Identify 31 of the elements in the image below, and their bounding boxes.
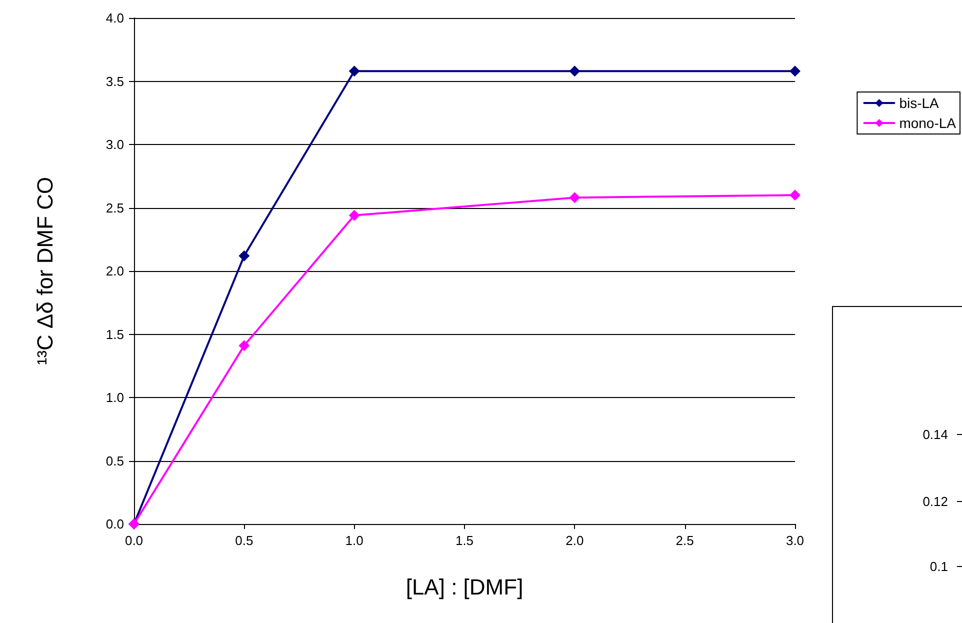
y-tick-label: 1.0 (106, 390, 124, 405)
y-tick-label: 1.5 (106, 326, 124, 342)
point (238, 340, 250, 352)
y-tick-label: 2.5 (106, 200, 124, 216)
legend-label: bis-LA (899, 95, 940, 111)
y-tick-label: 0.0 (106, 516, 124, 532)
x-tick-label: 1.5 (455, 533, 474, 548)
point (569, 66, 580, 77)
x-tick-label: 0.0 (124, 533, 144, 548)
x-tick-label: 2.0 (566, 533, 584, 548)
y-tick-label: 0.5 (106, 453, 124, 468)
point (569, 192, 580, 204)
text: 0.14 (922, 427, 948, 442)
point (348, 210, 360, 221)
text: 0.1 (930, 559, 948, 574)
y-axis-title: ¹³C Δδ for DMF CO (32, 176, 58, 366)
y-tick-label: 3.0 (106, 137, 124, 152)
y-tick-label: 2.0 (106, 264, 124, 278)
x-tick-label: 3.0 (786, 533, 804, 548)
y-tick-label: 4.0 (106, 10, 124, 26)
x-tick-label: 2.5 (676, 533, 694, 548)
point (790, 66, 800, 77)
x-axis-title: [LA] : [DMF] (406, 574, 524, 600)
point (348, 66, 360, 77)
point (238, 250, 250, 262)
point (790, 190, 800, 201)
x-tick-label: 1.0 (345, 533, 364, 548)
legend-label: mono-LA (899, 115, 957, 131)
y-tick-label: 3.5 (106, 74, 124, 89)
text: 0.12 (922, 494, 948, 509)
x-tick-label: 0.5 (235, 533, 254, 548)
